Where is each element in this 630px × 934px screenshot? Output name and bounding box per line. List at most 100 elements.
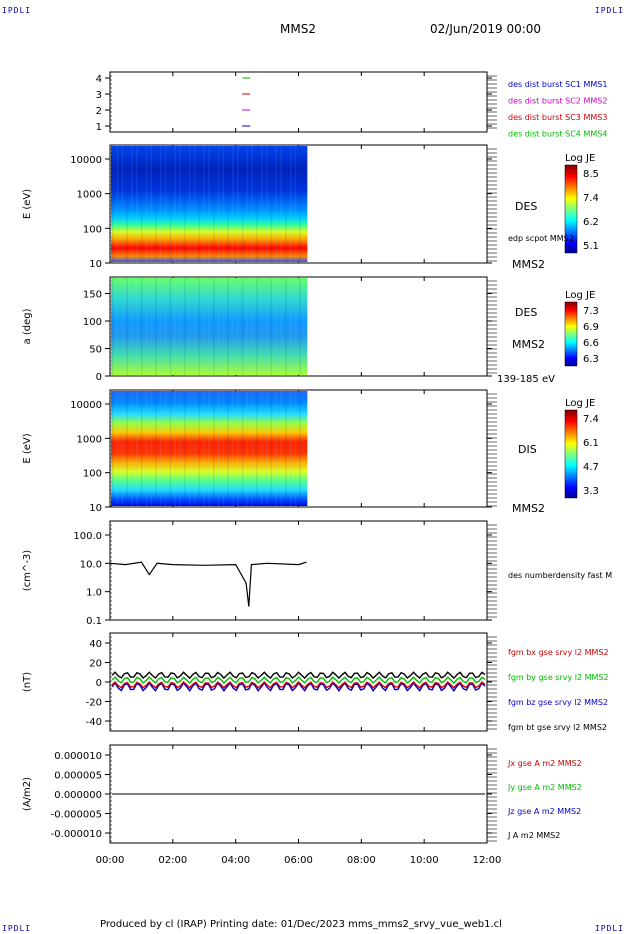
p1-ytick-label: 1 — [96, 122, 102, 133]
xtick-label: 10:00 — [410, 855, 439, 866]
p2-spectrogram-streak — [164, 146, 167, 262]
p4-spectrogram — [111, 391, 308, 506]
p2-spectrogram-streak — [222, 146, 225, 262]
p2-right-label: edp scpot MMS2 — [508, 234, 574, 243]
p2-spectrogram-streak — [265, 146, 268, 262]
p7-ytick-label: 0.000010 — [54, 751, 102, 762]
p1-frame — [109, 71, 488, 133]
p5-ytick-label: 100.0 — [73, 531, 102, 542]
p2-colorbar — [564, 164, 578, 254]
p2-colorbar-tick: 5.1 — [583, 241, 599, 252]
p2-spectrogram-streak — [169, 146, 172, 262]
p3-spectrogram-streak — [227, 278, 229, 375]
p2-spectrogram-streak — [232, 146, 234, 262]
p7-ytick-label: -0.000005 — [51, 810, 102, 821]
xtick-label: 08:00 — [347, 855, 376, 866]
p3-colorbar-tick: 6.3 — [583, 354, 599, 365]
p2-spectrogram-streak — [145, 146, 148, 262]
p3-spectrogram-streak — [212, 278, 215, 375]
p7-ytick-label: 0.000000 — [54, 790, 102, 801]
p4-spectrogram-streak — [164, 391, 167, 506]
p2-spectrogram-streak — [179, 146, 181, 262]
p4-spectrogram-streak — [160, 391, 162, 506]
p4-spectrogram-streak — [208, 391, 210, 506]
p3-colorbar-title: Log JE — [565, 290, 595, 301]
p4-spectrogram-streak — [294, 391, 297, 506]
p4-spectrogram-streak — [261, 391, 263, 506]
field-line — [111, 680, 486, 689]
p3-spectrogram-streak — [164, 278, 167, 375]
p2-spectrogram-streak — [112, 146, 114, 262]
p4-spectrogram-streak — [184, 391, 186, 506]
p3-spectrogram-streak — [265, 278, 268, 375]
p6-ytick-label: 20 — [89, 659, 102, 670]
p2-ylabel: E (eV) — [22, 189, 33, 219]
p4-spectrogram-streak — [251, 391, 253, 506]
p2-spectrogram-streak — [160, 146, 162, 262]
footer-info: Produced by cl (IRAP) Printing date: 01/… — [100, 919, 502, 930]
legend-entry: des numberdensity fast M — [508, 571, 612, 580]
p2-spectrogram-streak — [116, 146, 119, 262]
p2-spectrogram-streak — [294, 146, 297, 262]
legend-entry: Jz gse A m2 MMS2 — [507, 807, 581, 816]
p4-spectrogram-streak — [237, 391, 239, 506]
legend-entry: des dist burst SC2 MMS2 — [508, 97, 607, 106]
p4-spectrogram-streak — [174, 391, 177, 506]
p4-ytick-label: 100 — [83, 469, 102, 480]
p3-colorbar — [564, 301, 578, 367]
p3-right-label: DES — [515, 306, 537, 319]
p6-ytick-label: 0 — [96, 678, 102, 689]
p2-spectrogram-streak — [121, 146, 124, 262]
p4-spectrogram-streak — [131, 391, 133, 506]
p2-spectrogram-streak — [241, 146, 244, 262]
p4-ytick-label: 10 — [89, 503, 102, 514]
p3-ytick-label: 100 — [83, 317, 102, 328]
p4-spectrogram-streak — [280, 391, 282, 506]
p5-ytick-label: 0.1 — [86, 616, 102, 627]
p2-spectrogram-streak — [285, 146, 287, 262]
xtick-label: 12:00 — [473, 855, 502, 866]
field-line — [111, 676, 486, 685]
p3-spectrogram-streak — [261, 278, 263, 375]
p2-spectrogram-streak — [203, 146, 205, 262]
corner-label-bottom-left: IPDLI — [2, 924, 32, 933]
legend-entry: J A m2 MMS2 — [507, 831, 560, 840]
p1-ytick-label: 2 — [96, 106, 102, 117]
p3-spectrogram-streak — [280, 278, 282, 375]
p5-ylabel: (cm^-3) — [22, 550, 33, 591]
p3-spectrogram-streak — [145, 278, 148, 375]
p4-spectrogram-streak — [193, 391, 196, 506]
p4-colorbar — [564, 409, 578, 499]
p2-spectrogram-streak — [227, 146, 229, 262]
p4-right-label: DIS — [518, 443, 537, 456]
p2-ytick-label: 10 — [89, 259, 102, 270]
p2-spectrogram — [111, 146, 308, 262]
field-line — [111, 671, 486, 680]
p3-spectrogram-streak — [237, 278, 239, 375]
p5-ytick-label: 1.0 — [86, 588, 102, 599]
p2-spectrogram-streak — [275, 146, 278, 262]
p4-spectrogram-streak — [188, 391, 191, 506]
p7-ylabel: (A/m2) — [22, 777, 33, 811]
p2-spectrogram-streak — [256, 146, 258, 262]
corner-label-top-left: IPDLI — [2, 6, 32, 15]
p2-spectrogram-streak — [126, 146, 128, 262]
legend-entry: Jx gse A m2 MMS2 — [507, 759, 582, 768]
xtick-label: 06:00 — [284, 855, 313, 866]
p2-spectrogram-streak — [246, 146, 249, 262]
p3-spectrogram-streak — [116, 278, 119, 375]
p4-spectrogram-streak — [246, 391, 249, 506]
p4-spectrogram-streak — [270, 391, 273, 506]
p4-spectrogram-streak — [275, 391, 278, 506]
p3-spectrogram-streak — [208, 278, 210, 375]
corner-label-top-right: IPDLI — [594, 6, 624, 15]
p2-colorbar-tick: 8.5 — [583, 169, 599, 180]
p4-spectrogram-streak — [112, 391, 114, 506]
legend-entry: des dist burst SC3 MMS3 — [508, 113, 607, 122]
p2-spectrogram-streak — [140, 146, 143, 262]
p3-spectrogram-streak — [193, 278, 196, 375]
legend-entry: des dist burst SC4 MMS4 — [508, 130, 607, 139]
p3-spectrogram-streak — [251, 278, 253, 375]
p3-right-label: MMS2 — [512, 338, 545, 351]
